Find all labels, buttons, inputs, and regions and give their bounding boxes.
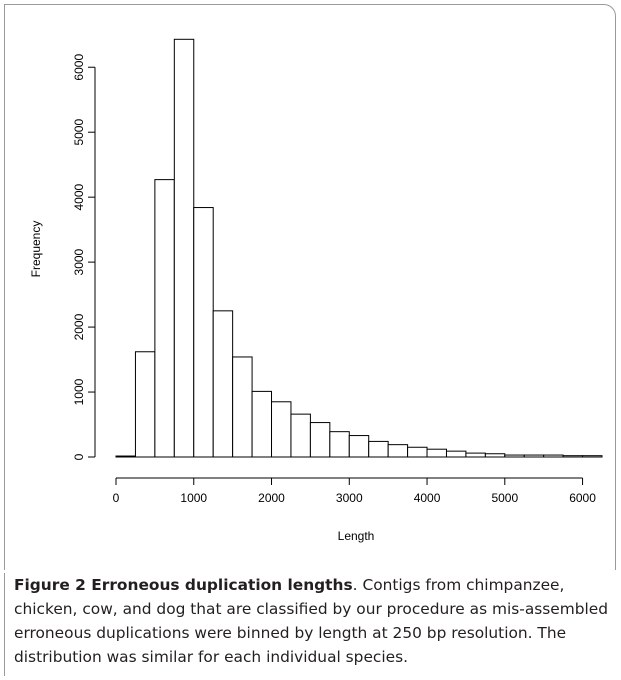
histogram-bar	[582, 455, 603, 458]
caption-border	[4, 573, 5, 676]
bars-group	[115, 38, 603, 458]
y-tick-label: 0	[72, 453, 86, 460]
histogram-bar	[173, 38, 195, 458]
histogram-bar	[426, 448, 447, 458]
histogram-bar	[562, 455, 584, 458]
histogram-bar	[504, 454, 525, 458]
y-axis-label: Frequency	[29, 221, 43, 278]
histogram-bar	[309, 422, 331, 458]
x-tick-label: 0	[113, 491, 120, 505]
histogram-bar	[445, 450, 467, 458]
frame-gap	[4, 570, 616, 680]
x-tick-label: 6000	[569, 491, 596, 505]
y-tick-label: 1000	[72, 378, 86, 405]
caption-title: Figure 2 Erroneous duplication lengths	[14, 576, 353, 594]
y-tick-label: 4000	[72, 183, 86, 210]
histogram-bar	[543, 454, 564, 458]
histogram-bar	[271, 401, 292, 458]
histogram-bar	[387, 444, 409, 458]
x-tick-label: 3000	[336, 491, 363, 505]
histogram-bar	[232, 356, 253, 458]
x-tick-label: 2000	[258, 491, 285, 505]
caption-body: . Contigs from chimpanzee, chicken, cow,…	[14, 576, 609, 666]
x-axis-label: Length	[338, 529, 375, 543]
x-tick-label: 5000	[491, 491, 518, 505]
y-tick-label: 2000	[72, 313, 86, 340]
histogram-bar	[251, 390, 273, 458]
histogram-bar	[115, 455, 136, 458]
x-tick-label: 1000	[180, 491, 207, 505]
y-tick-label: 6000	[72, 54, 86, 81]
histogram-bar	[484, 453, 506, 458]
histogram-bar	[368, 440, 389, 458]
histogram-bar	[348, 435, 370, 458]
x-axis: 0 1000 2000 3000 4000 5000 6000	[113, 477, 596, 505]
histogram-bar	[134, 351, 156, 458]
y-tick-label: 5000	[72, 119, 86, 146]
y-tick-label: 3000	[72, 248, 86, 275]
histogram-chart: 0 1000 2000 3000 4000 5000 6000 0 1000 2000 3000 4…	[29, 38, 603, 543]
figure-frame	[4, 4, 616, 672]
histogram-bar	[212, 310, 234, 458]
histogram-bar	[407, 446, 428, 458]
histogram-bar	[523, 454, 545, 458]
histogram-bar	[193, 207, 214, 458]
histogram-bar	[465, 452, 486, 458]
y-axis: 0 1000 2000 3000 4000 5000 6000	[72, 54, 96, 460]
histogram-bar	[290, 413, 311, 458]
figure-caption: Figure 2 Erroneous duplication lengths. …	[14, 573, 614, 669]
histogram-bar	[154, 179, 175, 458]
histogram-bar	[329, 431, 350, 458]
x-tick-label: 4000	[414, 491, 441, 505]
